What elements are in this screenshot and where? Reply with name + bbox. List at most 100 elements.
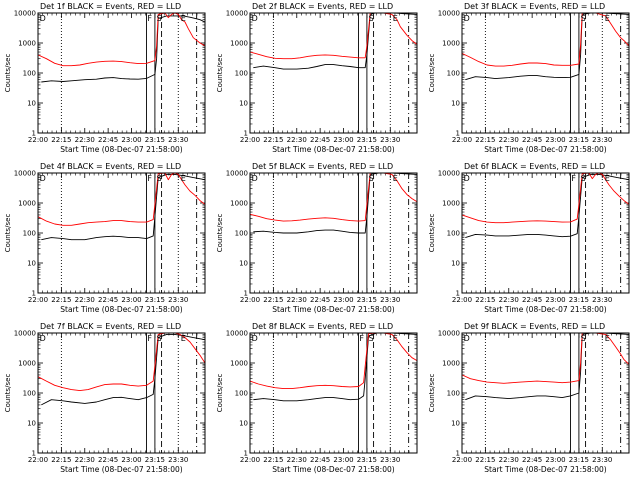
y-axis-label: Counts/sec xyxy=(4,54,12,93)
y-tick-label: 10 xyxy=(239,260,248,268)
x-tick-label: 22:15 xyxy=(263,456,283,464)
y-tick-label: 1000 xyxy=(18,360,36,368)
y-tick-label: 1 xyxy=(32,130,36,138)
y-tick-label: 100 xyxy=(23,390,36,398)
x-tick-label: 23:30 xyxy=(168,296,188,304)
y-tick-label: 10000 xyxy=(438,330,460,338)
plot-frame xyxy=(461,172,630,294)
marker-label-s: S xyxy=(369,174,374,183)
y-axis-label: Counts/sec xyxy=(216,54,224,93)
panel-title: Det 2f BLACK = Events, RED = LLD xyxy=(252,2,393,11)
x-tick-label: 22:15 xyxy=(51,136,71,144)
marker-label-e: E xyxy=(181,174,186,183)
marker-label-s: S xyxy=(369,334,374,343)
x-tick-label: 22:45 xyxy=(310,456,330,464)
y-tick-label: 10000 xyxy=(14,330,36,338)
plot-frame xyxy=(37,12,206,134)
plot-frame xyxy=(37,332,206,454)
marker-label-f: F xyxy=(147,174,152,183)
marker-label-f: F xyxy=(571,174,576,183)
x-tick-label: 22:45 xyxy=(98,456,118,464)
marker-label-d: D xyxy=(252,174,258,183)
panel-title: Det 4f BLACK = Events, RED = LLD xyxy=(40,162,181,171)
y-tick-label: 10 xyxy=(27,100,36,108)
marker-label-s: S xyxy=(157,174,162,183)
panel-det-6: Det 6f BLACK = Events, RED = LLD Counts/s… xyxy=(428,162,630,314)
y-tick-label: 100 xyxy=(235,390,248,398)
x-tick-label: 22:00 xyxy=(240,296,260,304)
y-tick-label: 1 xyxy=(32,290,36,298)
marker-label-d: D xyxy=(464,14,470,23)
marker-label-d: D xyxy=(252,14,258,23)
events-series-line xyxy=(41,15,206,83)
marker-label-d: D xyxy=(464,334,470,343)
marker-label-f: F xyxy=(147,14,152,23)
marker-label-e: E xyxy=(605,334,610,343)
y-tick-label: 100 xyxy=(23,230,36,238)
x-tick-label: 23:00 xyxy=(333,136,353,144)
x-tick-label: 22:45 xyxy=(98,136,118,144)
y-tick-label: 1000 xyxy=(230,360,248,368)
lld-series-line xyxy=(249,172,418,222)
lld-series-line xyxy=(249,12,418,60)
x-tick-label: 22:30 xyxy=(499,136,519,144)
y-tick-label: 1 xyxy=(244,290,248,298)
x-tick-label: 22:00 xyxy=(240,136,260,144)
x-tick-label: 23:30 xyxy=(380,456,400,464)
x-tick-label: 23:30 xyxy=(592,136,612,144)
x-tick-label: 23:15 xyxy=(357,296,377,304)
x-tick-label: 23:15 xyxy=(145,296,165,304)
x-tick-label: 23:15 xyxy=(569,296,589,304)
y-axis-label: Counts/sec xyxy=(428,214,436,253)
x-tick-label: 22:00 xyxy=(28,456,48,464)
y-tick-label: 1000 xyxy=(18,200,36,208)
y-tick-label: 10 xyxy=(451,100,460,108)
x-tick-label: 22:30 xyxy=(75,136,95,144)
x-tick-label: 22:45 xyxy=(522,136,542,144)
panel-title: Det 5f BLACK = Events, RED = LLD xyxy=(252,162,393,171)
lld-series-line xyxy=(461,332,630,384)
x-tick-label: 23:30 xyxy=(380,136,400,144)
panel-det-1: Det 1f BLACK = Events, RED = LLD Counts/s… xyxy=(4,2,206,154)
y-tick-label: 1 xyxy=(244,450,248,458)
y-axis-label: Counts/sec xyxy=(428,374,436,413)
marker-label-d: D xyxy=(40,14,46,23)
x-tick-label: 23:15 xyxy=(569,136,589,144)
x-axis-label: Start Time (08-Dec-07 21:58:00) xyxy=(272,145,394,154)
x-axis-label: Start Time (08-Dec-07 21:58:00) xyxy=(484,305,606,314)
marker-label-s: S xyxy=(581,334,586,343)
marker-label-s: S xyxy=(581,14,586,23)
marker-label-d: D xyxy=(464,174,470,183)
panel-title: Det 7f BLACK = Events, RED = LLD xyxy=(40,322,181,331)
marker-label-s: S xyxy=(581,174,586,183)
x-axis-label: Start Time (08-Dec-07 21:58:00) xyxy=(272,465,394,474)
panel-title: Det 1f BLACK = Events, RED = LLD xyxy=(40,2,181,11)
y-tick-label: 10000 xyxy=(438,10,460,18)
y-tick-label: 1000 xyxy=(18,40,36,48)
lld-series-line xyxy=(37,12,206,67)
plot-frame xyxy=(37,172,206,294)
events-series-line xyxy=(41,333,206,406)
x-tick-label: 22:30 xyxy=(75,296,95,304)
x-tick-label: 22:15 xyxy=(51,296,71,304)
marker-label-d: D xyxy=(252,334,258,343)
x-tick-label: 22:15 xyxy=(475,456,495,464)
x-tick-label: 23:00 xyxy=(333,456,353,464)
plot-frame xyxy=(461,12,630,134)
x-tick-label: 22:00 xyxy=(452,456,472,464)
y-tick-label: 10000 xyxy=(14,10,36,18)
marker-label-e: E xyxy=(393,174,398,183)
y-axis-label: Counts/sec xyxy=(216,214,224,253)
x-tick-label: 23:30 xyxy=(592,456,612,464)
plot-frame xyxy=(249,332,418,454)
x-tick-label: 22:45 xyxy=(522,456,542,464)
marker-label-e: E xyxy=(393,14,398,23)
x-tick-label: 22:45 xyxy=(522,296,542,304)
x-tick-label: 23:00 xyxy=(545,136,565,144)
panel-det-5: Det 5f BLACK = Events, RED = LLD Counts/s… xyxy=(216,162,418,314)
x-tick-label: 23:15 xyxy=(357,456,377,464)
panel-title: Det 9f BLACK = Events, RED = LLD xyxy=(464,322,605,331)
x-tick-label: 22:30 xyxy=(287,136,307,144)
marker-label-f: F xyxy=(147,334,152,343)
x-tick-label: 22:15 xyxy=(263,136,283,144)
